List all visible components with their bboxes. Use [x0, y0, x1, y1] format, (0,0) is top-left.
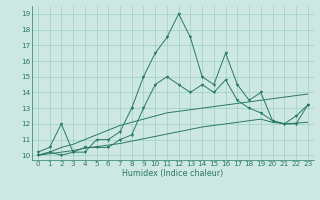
- X-axis label: Humidex (Indice chaleur): Humidex (Indice chaleur): [122, 169, 223, 178]
